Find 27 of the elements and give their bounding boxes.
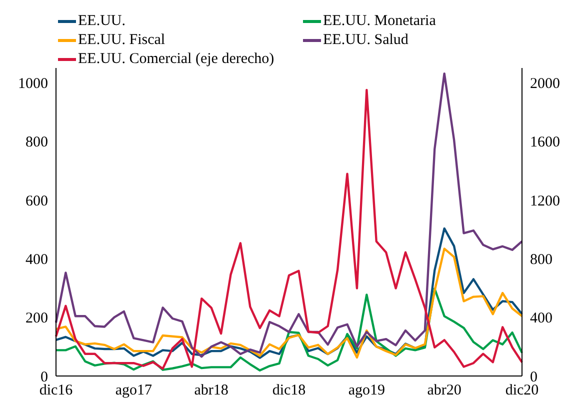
y-tick-label: 0 (40, 369, 48, 386)
y-tick-label: 600 (26, 193, 48, 210)
y2-tick-label: 800 (530, 252, 552, 268)
x-tick-label: ago19 (348, 382, 386, 399)
x-tick-label: dic20 (505, 382, 539, 399)
legend-label: EE.UU. Salud (323, 32, 408, 49)
legend-label: EE.UU. Fiscal (78, 32, 166, 49)
x-tick-label: abr18 (194, 382, 228, 399)
legend-label: EE.UU. Monetaria (323, 13, 436, 30)
x-tick-label: dic18 (272, 382, 306, 399)
legend-label: EE.UU. Comercial (eje derecho) (78, 51, 274, 68)
y-tick-label: 400 (26, 252, 48, 268)
line-series (54, 287, 524, 372)
x-tick-label: ago17 (115, 382, 152, 399)
y2-tick-label: 2000 (530, 76, 560, 92)
legend-label: EE.UU. (78, 13, 126, 30)
y2-tick-label: 0 (530, 369, 538, 386)
x-tick-label: dic16 (39, 382, 74, 399)
y2-tick-label: 1600 (530, 134, 560, 151)
y-tick-label: 200 (26, 310, 48, 327)
line-series (54, 248, 524, 359)
y2-tick-label: 1200 (530, 193, 560, 210)
y-tick-label: 1000 (18, 76, 48, 92)
y2-tick-label: 400 (530, 310, 552, 327)
line-series (54, 227, 524, 359)
y-tick-label: 800 (26, 134, 48, 151)
x-tick-label: abr20 (427, 382, 462, 399)
